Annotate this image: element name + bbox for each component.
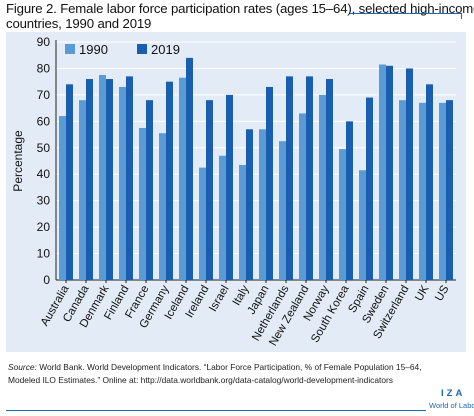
bar-2019 — [246, 129, 253, 280]
y-tick-label: 30 — [37, 194, 51, 208]
bar-1990 — [179, 77, 186, 280]
figure-title-line-1: Figure 2. Female labor force participati… — [6, 1, 474, 16]
bar-2019 — [426, 84, 433, 280]
bar-1990 — [339, 149, 346, 280]
bar-2019 — [106, 79, 113, 280]
bar-2019 — [166, 81, 173, 280]
bar-1990 — [439, 102, 446, 280]
legend-label: 1990 — [79, 42, 108, 57]
bar-2019 — [386, 65, 393, 280]
bar-1990 — [59, 116, 66, 281]
y-tick-label: 70 — [37, 88, 51, 102]
bar-2019 — [326, 79, 333, 280]
bar-1990 — [419, 102, 426, 280]
bar-1990 — [159, 133, 166, 280]
x-tick-label: UK — [413, 283, 432, 303]
bar-1990 — [219, 155, 226, 280]
bar-2019 — [366, 97, 373, 281]
legend-swatch — [65, 44, 75, 54]
logo-subtitle: World of Labor — [429, 401, 474, 410]
bar-1990 — [139, 127, 146, 280]
y-tick-label: 60 — [37, 114, 51, 128]
bar-1990 — [259, 129, 266, 280]
bar-chart: 0102030405060708090PercentageAustraliaCa… — [11, 35, 456, 348]
bar-1990 — [379, 64, 386, 280]
source-label: Source: — [8, 362, 37, 372]
bar-2019 — [206, 100, 213, 280]
source-note: Source: World Bank. World Development In… — [8, 361, 428, 386]
bar-1990 — [79, 100, 86, 280]
bar-2019 — [226, 94, 233, 280]
title-rule-tick — [461, 13, 462, 19]
bar-2019 — [346, 121, 353, 280]
y-tick-label: 40 — [37, 167, 51, 181]
bar-2019 — [286, 76, 293, 280]
bar-1990 — [279, 141, 286, 280]
bar-2019 — [306, 76, 313, 280]
bar-1990 — [359, 170, 366, 280]
bar-1990 — [319, 94, 326, 280]
bar-2019 — [66, 84, 73, 280]
bar-2019 — [86, 79, 93, 280]
y-tick-label: 10 — [37, 247, 51, 261]
x-tick-label: Israel — [207, 284, 231, 314]
bar-1990 — [239, 164, 246, 280]
y-tick-label: 0 — [43, 273, 50, 287]
bar-1990 — [199, 167, 206, 280]
figure-title-line-2: countries, 1990 and 2019 — [6, 16, 152, 31]
iza-logo: IZA World of Labor — [429, 388, 474, 414]
y-tick-label: 20 — [37, 220, 51, 234]
bar-2019 — [406, 68, 413, 280]
bar-1990 — [299, 113, 306, 281]
title-rule — [350, 13, 462, 14]
legend-swatch — [137, 44, 147, 54]
y-tick-label: 80 — [37, 61, 51, 75]
bar-1990 — [399, 100, 406, 280]
bar-1990 — [99, 75, 106, 280]
bar-1990 — [119, 86, 126, 280]
y-axis-label: Percentage — [11, 130, 25, 192]
bar-2019 — [266, 86, 273, 280]
bar-2019 — [146, 100, 153, 280]
y-tick-label: 50 — [37, 141, 51, 155]
source-text: World Bank. World Development Indicators… — [8, 362, 422, 385]
x-tick-label: US — [433, 283, 452, 303]
bar-2019 — [446, 100, 453, 280]
bar-2019 — [186, 57, 193, 280]
logo-mark: IZA — [441, 388, 466, 399]
footer-rule — [6, 410, 426, 411]
legend-label: 2019 — [151, 42, 180, 57]
bar-2019 — [126, 76, 133, 280]
y-tick-label: 90 — [37, 35, 51, 49]
